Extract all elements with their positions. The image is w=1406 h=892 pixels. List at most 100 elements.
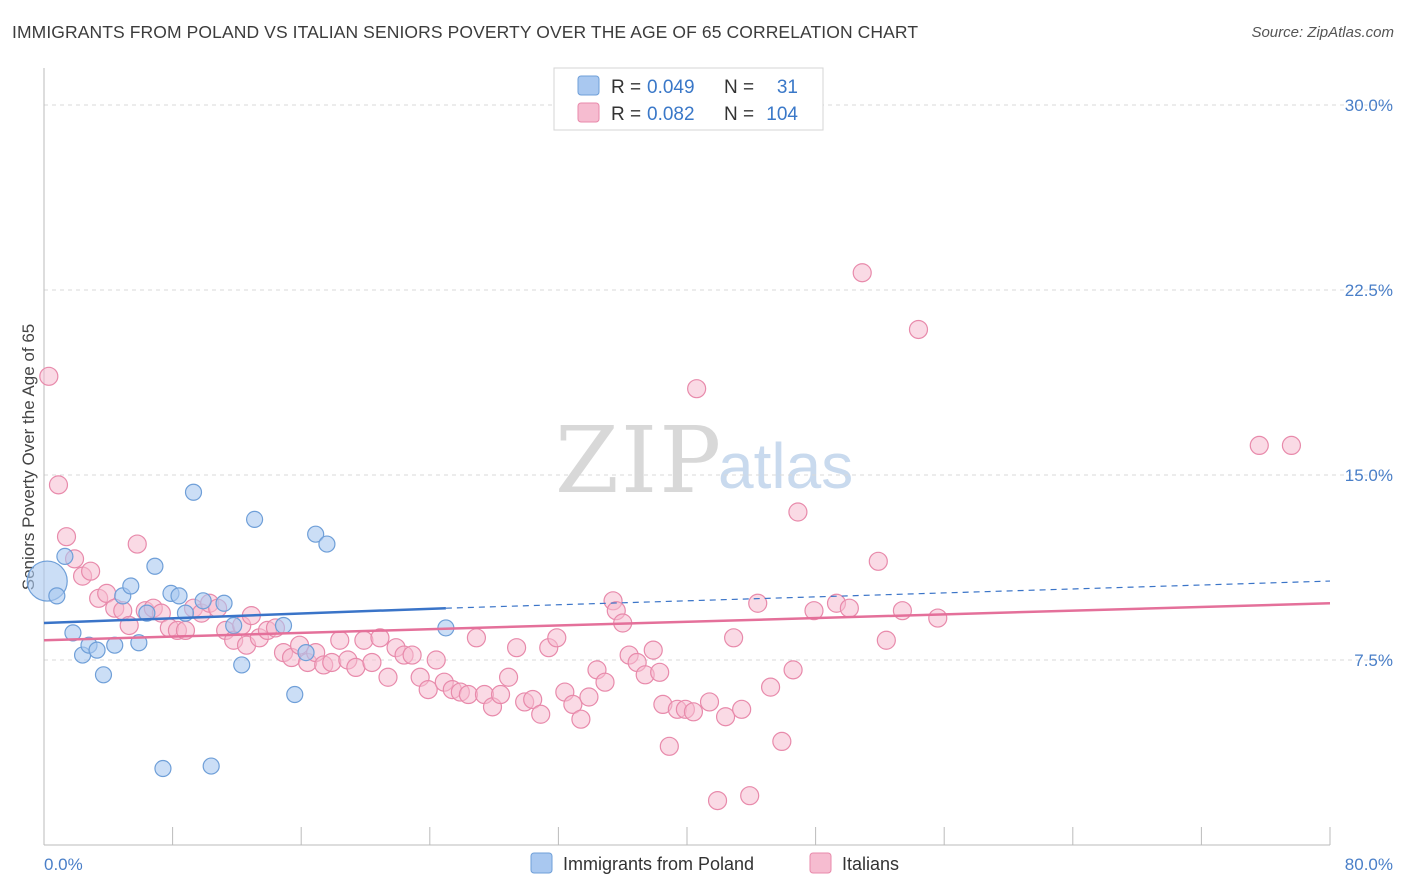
- italians-point: [732, 699, 752, 719]
- legend-swatch-poland: [577, 75, 600, 96]
- legend-r-value-poland: 0.049: [647, 77, 695, 98]
- poland-point: [215, 594, 233, 612]
- bottom-legend-label-italians: Italians: [842, 854, 899, 874]
- italians-point: [127, 534, 147, 554]
- italians-point: [498, 667, 519, 687]
- italians-point: [402, 645, 422, 665]
- italians-point: [458, 684, 478, 705]
- poland-point: [170, 587, 188, 605]
- italians-trend-line: [43, 602, 1331, 642]
- watermark-atlas: atlas: [718, 430, 853, 502]
- italians-point: [643, 640, 663, 660]
- poland-point: [245, 510, 264, 529]
- italians-point: [81, 561, 101, 581]
- italians-point: [772, 731, 792, 752]
- y-tick-label: 7.5%: [1354, 651, 1393, 670]
- poland-point: [202, 757, 220, 775]
- bottom-legend-swatch-italians: [809, 852, 832, 874]
- poland-point: [286, 685, 304, 704]
- legend-r-label-poland: R =: [611, 77, 641, 98]
- legend-r-value-italians: 0.082: [647, 104, 695, 125]
- italians-point: [876, 630, 896, 650]
- poland-point: [184, 483, 203, 501]
- italians-point: [547, 628, 567, 648]
- italians-point: [354, 630, 374, 650]
- italians-point: [1281, 435, 1302, 455]
- legend-swatch-italians: [577, 102, 600, 123]
- poland-trend-line-extension: [445, 580, 1331, 609]
- italians-point: [370, 628, 390, 648]
- italians-point: [868, 551, 888, 571]
- y-tick-labels: 7.5% 15.0% 22.5% 30.0%: [1345, 96, 1393, 670]
- italians-point: [579, 687, 599, 707]
- italians-point: [507, 638, 527, 658]
- poland-point: [88, 641, 106, 659]
- italians-point: [418, 679, 438, 700]
- italians-point: [783, 660, 803, 680]
- legend-r-label-italians: R =: [611, 104, 641, 125]
- poland-point: [64, 624, 82, 642]
- y-tick-label: 15.0%: [1345, 466, 1393, 485]
- italians-point: [378, 667, 398, 687]
- poland-point: [233, 656, 251, 674]
- poland-point: [225, 616, 243, 635]
- y-tick-label: 22.5%: [1345, 281, 1393, 300]
- x-ticks: [43, 827, 1331, 845]
- legend-n-label-poland: N =: [724, 77, 754, 98]
- poland-point: [146, 557, 164, 575]
- bottom-legend: Immigrants from Poland Italians: [530, 852, 899, 874]
- legend-n-label-italians: N =: [724, 104, 754, 125]
- legend-n-value-poland: 31: [777, 77, 798, 98]
- watermark-zip: ZIP: [555, 407, 723, 514]
- poland-point: [56, 547, 74, 566]
- italians-point: [1249, 435, 1269, 455]
- italians-point: [707, 790, 728, 811]
- poland-trend-line: [43, 606, 446, 625]
- italians-point: [426, 650, 446, 670]
- chart-title: IMMIGRANTS FROM POLAND VS ITALIAN SENIOR…: [12, 22, 919, 42]
- italians-point: [48, 475, 69, 495]
- italians-point: [330, 630, 350, 650]
- italians-point: [699, 692, 720, 712]
- italians-point: [322, 652, 342, 673]
- italians-point: [523, 689, 543, 710]
- italians-point: [39, 366, 59, 386]
- italians-point: [595, 672, 615, 692]
- poland-point: [154, 759, 172, 778]
- italians-point: [804, 601, 824, 621]
- italians-point: [466, 628, 487, 648]
- top-legend: R = 0.049 N = 31 R = 0.082 N = 104: [553, 67, 824, 131]
- italians-point: [852, 263, 872, 283]
- poland-point: [318, 535, 336, 553]
- italians-point: [928, 608, 948, 628]
- italians-point: [563, 694, 583, 715]
- bottom-legend-label-poland: Immigrants from Poland: [563, 854, 754, 874]
- italians-point: [56, 527, 77, 547]
- italians-point: [531, 704, 551, 724]
- italians-point: [571, 709, 591, 729]
- poland-point: [122, 577, 140, 595]
- italians-point: [908, 319, 929, 340]
- legend-n-value-italians: 104: [766, 104, 798, 125]
- italians-point: [346, 657, 366, 678]
- x-tick-label-max: 80.0%: [1345, 855, 1393, 874]
- italians-point: [760, 677, 781, 697]
- italians-point: [687, 379, 707, 399]
- poland-point: [48, 587, 66, 605]
- italians-point: [490, 684, 511, 705]
- x-tick-label-min: 0.0%: [44, 855, 83, 874]
- poland-point: [94, 666, 113, 684]
- source-credit: Source: ZipAtlas.com: [1251, 24, 1394, 41]
- y-axis-label: Seniors Poverty Over the Age of 65: [19, 324, 38, 590]
- bottom-legend-swatch-poland: [530, 852, 553, 874]
- italians-point: [659, 736, 679, 756]
- italians-point: [362, 652, 382, 673]
- poland-point: [194, 592, 212, 610]
- poland-point: [297, 643, 315, 662]
- poland-points: [26, 483, 455, 778]
- italians-point: [683, 702, 704, 722]
- poland-point: [138, 604, 156, 622]
- italians-point: [788, 502, 808, 522]
- grid-lines: [44, 104, 1393, 661]
